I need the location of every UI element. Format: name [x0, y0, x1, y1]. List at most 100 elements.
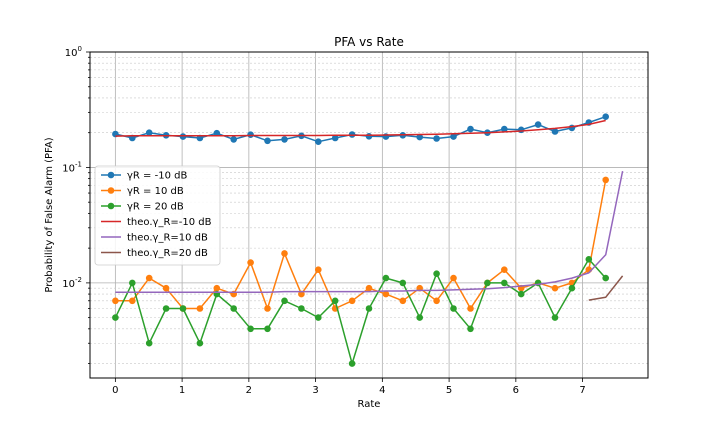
series-line: [588, 275, 624, 301]
plot-frame: [89, 51, 649, 379]
data-point: [264, 137, 271, 145]
legend-item: γR = -10 dB: [101, 171, 187, 182]
legend: γR = -10 dB γR = 10 dB γR = 20 dB theo.γ_R=…: [94, 165, 221, 266]
legend-box: [94, 165, 221, 266]
legend-item: theo.γ_R=10 dB: [101, 233, 208, 244]
chart-title: PFA vs Rate: [334, 35, 404, 49]
series-line: [114, 258, 607, 365]
data-point: [534, 121, 542, 128]
data-point: [501, 279, 508, 287]
data-point: [416, 314, 424, 321]
legend-item: γR = 10 dB: [101, 186, 184, 197]
x-tick-label: 4: [379, 385, 385, 396]
legend-swatch-marker: [107, 187, 115, 194]
data-point: [145, 274, 153, 282]
legend-item: theo.γ_R=20 dB: [101, 248, 208, 259]
y-tick-label: 100: [65, 45, 82, 59]
legend-item: theo.γ_R=-10 dB: [101, 217, 212, 228]
data-point: [315, 314, 322, 321]
x-tick-label: 3: [312, 385, 318, 396]
data-point: [348, 297, 356, 305]
series-5: [115, 170, 624, 293]
x-tick-label: 1: [179, 385, 185, 396]
data-point: [517, 290, 525, 298]
legend-label: γR = -10 dB: [127, 171, 187, 182]
data-point: [399, 297, 407, 305]
data-point: [264, 325, 271, 333]
data-point: [196, 339, 204, 347]
legend-label: γR = 10 dB: [127, 186, 184, 197]
data-point: [112, 314, 119, 321]
data-point: [281, 297, 288, 305]
data-point: [433, 135, 440, 142]
series-line: [115, 119, 606, 137]
data-point: [230, 305, 237, 312]
data-point: [382, 274, 390, 282]
y-tick-label: 10-2: [62, 276, 82, 290]
data-point: [331, 297, 339, 305]
data-point: [213, 129, 221, 137]
data-point: [129, 279, 136, 287]
data-point: [450, 274, 457, 282]
x-tick-label: 7: [579, 385, 585, 396]
data-point: [501, 125, 508, 133]
legend-label: γR = 20 dB: [127, 202, 184, 213]
data-point: [112, 297, 119, 305]
legend-label: theo.γ_R=10 dB: [127, 233, 208, 244]
data-point: [230, 136, 237, 143]
legend-label: theo.γ_R=-10 dB: [127, 217, 212, 228]
data-point: [162, 305, 170, 312]
data-point: [501, 266, 508, 274]
data-point: [213, 284, 221, 292]
data-point: [179, 305, 187, 312]
legend-swatch-marker: [107, 202, 115, 210]
data-point: [382, 290, 390, 298]
data-point: [551, 128, 559, 135]
series-4: [115, 119, 606, 137]
axis-ticks: 0 1 2 3 4 5 6 7 10-2 10-1 100: [62, 45, 585, 396]
data-point: [602, 274, 609, 282]
data-point: [433, 297, 440, 305]
x-axis-label: Rate: [358, 399, 381, 410]
data-point: [281, 250, 288, 257]
data-point: [331, 134, 339, 142]
data-point: [602, 176, 609, 184]
y-tick-label: 10-1: [62, 160, 82, 174]
data-point: [450, 133, 457, 140]
data-point: [568, 284, 576, 292]
data-point: [179, 133, 187, 140]
x-tick-label: 5: [446, 385, 452, 396]
x-tick-label: 6: [513, 385, 519, 396]
legend-swatch-marker: [107, 171, 115, 179]
data-point: [247, 259, 254, 266]
data-point: [551, 314, 559, 321]
data-point: [145, 129, 153, 136]
data-point: [247, 131, 254, 138]
data-point: [433, 270, 440, 278]
data-point: [365, 305, 373, 312]
x-tick-label: 0: [112, 385, 118, 396]
data-point: [365, 284, 373, 292]
data-point: [298, 290, 305, 298]
series-line: [115, 170, 624, 293]
data-point: [551, 284, 559, 292]
data-point: [315, 266, 322, 274]
data-point: [365, 133, 373, 140]
series-6: [588, 275, 624, 301]
data-point: [348, 131, 356, 138]
data-point: [315, 138, 322, 145]
data-point: [450, 305, 457, 312]
data-point: [247, 325, 254, 333]
data-point: [399, 279, 407, 287]
legend-label: theo.γ_R=20 dB: [127, 248, 208, 259]
y-axis-label: Probability of False Alarm (PFA): [44, 137, 55, 292]
data-point: [298, 305, 305, 312]
data-point: [348, 360, 356, 367]
data-point: [129, 297, 136, 305]
data-point: [416, 133, 424, 141]
legend-item: γR = 20 dB: [101, 202, 184, 213]
data-point: [145, 339, 153, 347]
data-point: [484, 279, 491, 287]
x-tick-label: 2: [246, 385, 252, 396]
